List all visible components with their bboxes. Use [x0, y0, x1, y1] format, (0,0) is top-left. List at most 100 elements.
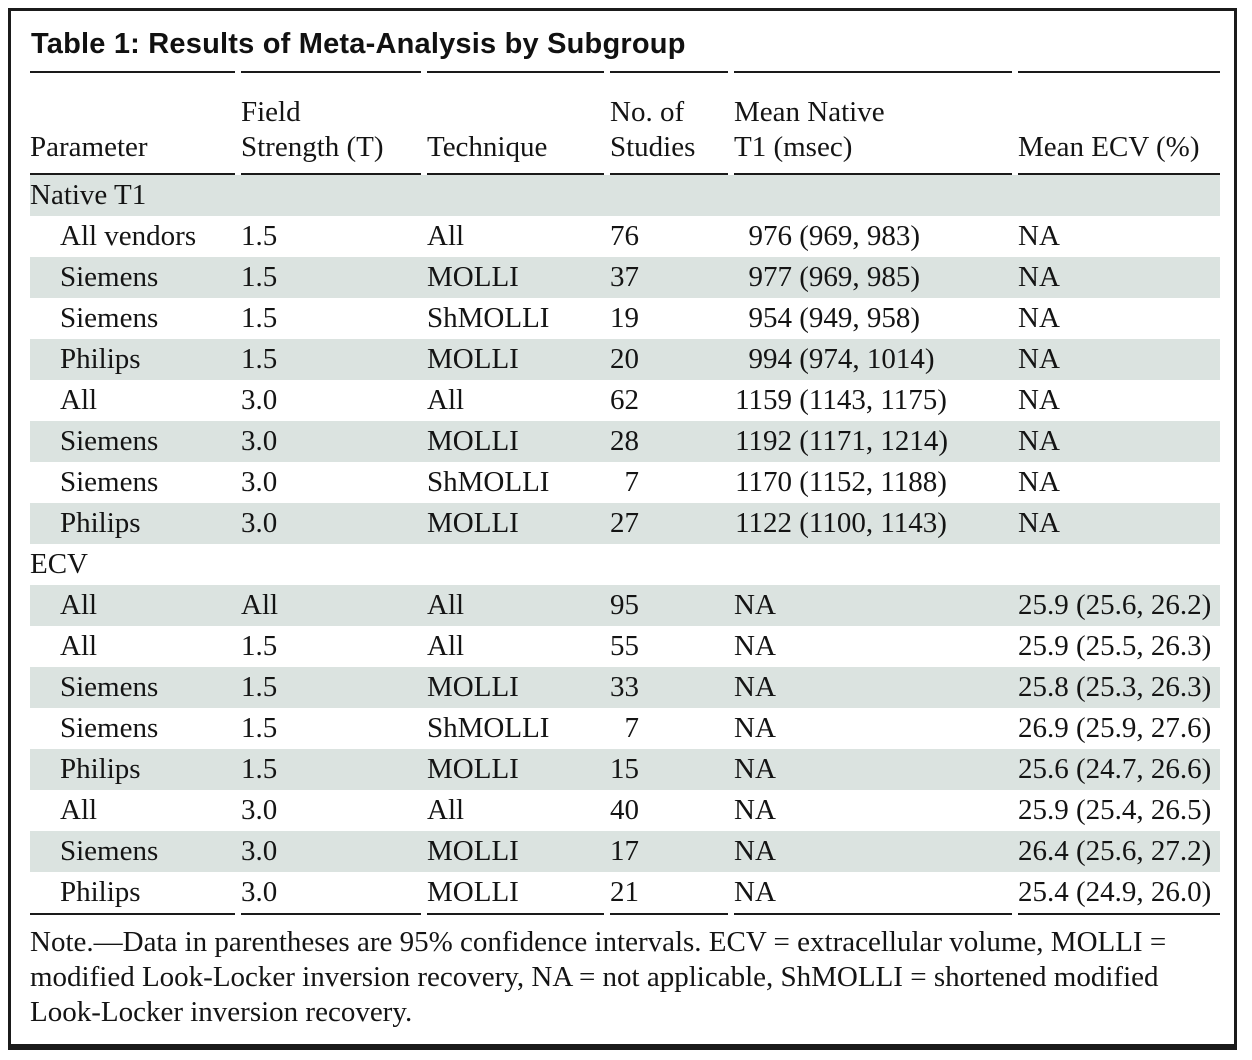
cell-no-of-studies: 27 [610, 503, 728, 544]
cell-field-strength: All [241, 589, 279, 621]
cell-parameter: Philips [60, 507, 141, 539]
cell-field-strength: 1.5 [241, 343, 278, 375]
cell-mean-native-t1: 1192 (1171, 1214) [734, 421, 1012, 462]
value-number: 37 [610, 261, 639, 293]
cell-technique: All [427, 794, 465, 826]
table-row: Siemens 3.0 MOLLI 17 NA 26.4 (25.6, 27.2) [30, 831, 1220, 872]
value-number: 95 [610, 589, 639, 621]
cell-parameter: Siemens [60, 835, 159, 867]
cell-no-of-studies: 37 [610, 257, 728, 298]
cell-technique: MOLLI [427, 261, 519, 293]
table-row: Siemens 3.0 MOLLI 28 1192 (1171, 1214) NA [30, 421, 1220, 462]
cell-no-of-studies: 62 [610, 380, 728, 421]
cell-technique: MOLLI [427, 507, 519, 539]
cell-mean-native-t1: 994 (974, 1014) [734, 339, 1012, 380]
cell-mean-native-t1: 1122 (1100, 1143) [734, 503, 1012, 544]
cell-parameter: Siemens [60, 712, 159, 744]
cell-no-of-studies: 15 [610, 749, 728, 790]
cell-mean-native-t1: 954 (949, 958) [734, 298, 1012, 339]
cell-technique: All [427, 630, 465, 662]
cell-field-strength: 1.5 [241, 302, 278, 334]
cell-technique: All [427, 384, 465, 416]
cell-parameter: Siemens [60, 425, 159, 457]
cell-mean-ecv: 26.4 (25.6, 27.2) [1018, 835, 1212, 867]
cell-no-of-studies: 20 [610, 339, 728, 380]
cell-field-strength: 1.5 [241, 261, 278, 293]
cell-mean-ecv: NA [1018, 302, 1060, 334]
cell-mean-ecv: 26.9 (25.9, 27.6) [1018, 712, 1212, 744]
column-header-parameter: Parameter [30, 71, 235, 175]
cell-field-strength: 3.0 [241, 384, 278, 416]
value-number: 976 [748, 220, 793, 252]
value-number: 994 [748, 343, 793, 375]
cell-technique: MOLLI [427, 835, 519, 867]
column-header-mean-ecv: Mean ECV (%) [1018, 71, 1220, 175]
value-number: 17 [610, 835, 639, 867]
value-number: 1192 [735, 425, 792, 457]
value-number: 954 [748, 302, 793, 334]
table-row: All vendors 1.5 All 76 976 (969, 983) NA [30, 216, 1220, 257]
cell-no-of-studies: 33 [610, 667, 728, 708]
cell-parameter: All [60, 589, 98, 621]
cell-field-strength: 3.0 [241, 425, 278, 457]
value-number: 33 [610, 671, 639, 703]
cell-technique: MOLLI [427, 671, 519, 703]
cell-mean-native-t1: 976 (969, 983) [734, 216, 1012, 257]
table-row: Philips 1.5 MOLLI 20 994 (974, 1014) NA [30, 339, 1220, 380]
table-title: Table 1: Results of Meta-Analysis by Sub… [31, 28, 686, 60]
cell-field-strength: 3.0 [241, 794, 278, 826]
column-header-mean-native-t1: Mean Native T1 (msec) [734, 71, 1012, 175]
column-header-technique: Technique [427, 71, 604, 175]
cell-no-of-studies: 95 [610, 585, 728, 626]
cell-mean-ecv: NA [1018, 261, 1060, 293]
table-row: Siemens 1.5 ShMOLLI 19 954 (949, 958) NA [30, 298, 1220, 339]
cell-mean-native-t1: 1159 (1143, 1175) [734, 380, 1012, 421]
table-note: Note.—Data in parentheses are 95% confid… [30, 926, 1167, 1028]
table-row: All 3.0 All 62 1159 (1143, 1175) NA [30, 380, 1220, 421]
cell-mean-ecv: NA [1018, 343, 1060, 375]
cell-parameter: Philips [30, 872, 235, 915]
cell-parameter: Siemens [60, 466, 159, 498]
cell-field-strength: 1.5 [241, 220, 278, 252]
cell-parameter: All [60, 630, 98, 662]
cell-mean-ecv: NA [1018, 466, 1060, 498]
table-row: Philips 3.0 MOLLI 21 NA 25.4 (24.9, 26.0) [30, 872, 1220, 915]
value-number: 7 [624, 466, 640, 498]
cell-mean-ecv: 25.8 (25.3, 26.3) [1018, 671, 1212, 703]
value-number: 21 [610, 876, 639, 908]
cell-technique: All [427, 220, 465, 252]
cell-mean-ecv: NA [1018, 507, 1060, 539]
table-header-row: Parameter Field Strength (T) Technique N… [30, 71, 1220, 175]
cell-parameter: All [60, 794, 98, 826]
cell-no-of-studies: 40 [610, 790, 728, 831]
cell-technique: All [427, 589, 465, 621]
cell-no-of-studies: 28 [610, 421, 728, 462]
cell-field-strength: 3.0 [241, 835, 278, 867]
table-row: Philips 1.5 MOLLI 15 NA 25.6 (24.7, 26.6) [30, 749, 1220, 790]
cell-mean-ecv: 25.9 (25.5, 26.3) [1018, 630, 1212, 662]
value-number: 20 [610, 343, 639, 375]
column-header-field-strength: Field Strength (T) [241, 71, 421, 175]
cell-mean-ecv: 25.6 (24.7, 26.6) [1018, 753, 1212, 785]
cell-no-of-studies: 17 [610, 831, 728, 872]
table-row: Siemens 3.0 ShMOLLI 7 1170 (1152, 1188) NA [30, 462, 1220, 503]
cell-technique: MOLLI [427, 872, 604, 915]
cell-mean-native-t1: NA [734, 712, 776, 744]
value-number: 62 [610, 384, 639, 416]
value-number: 15 [610, 753, 639, 785]
cell-no-of-studies: 7 [610, 708, 728, 749]
cell-parameter: Philips [60, 343, 141, 375]
table-row: Philips 3.0 MOLLI 27 1122 (1100, 1143) NA [30, 503, 1220, 544]
value-number: 1122 [735, 507, 792, 539]
cell-no-of-studies: 55 [610, 626, 728, 667]
value-number: 977 [748, 261, 793, 293]
cell-mean-native-t1: NA [734, 835, 776, 867]
cell-no-of-studies: 21 [610, 872, 728, 915]
table-row: Siemens 1.5 MOLLI 37 977 (969, 985) NA [30, 257, 1220, 298]
cell-field-strength: 1.5 [241, 630, 278, 662]
table-row: Siemens 1.5 MOLLI 33 NA 25.8 (25.3, 26.3) [30, 667, 1220, 708]
cell-field-strength: 1.5 [241, 753, 278, 785]
value-number: 7 [624, 712, 640, 744]
cell-mean-ecv: 25.9 (25.6, 26.2) [1018, 589, 1212, 621]
cell-mean-native-t1: NA [734, 753, 776, 785]
